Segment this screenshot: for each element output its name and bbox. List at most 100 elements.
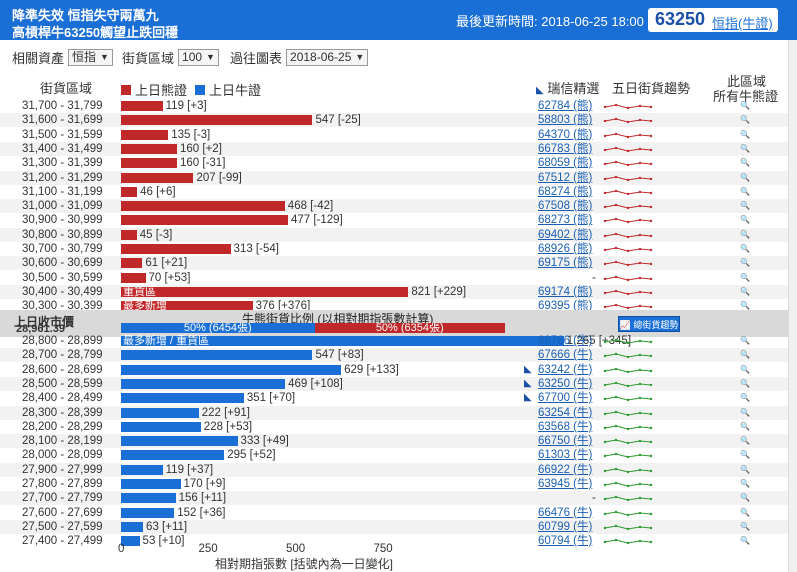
search-icon[interactable]: 🔍 — [740, 536, 750, 546]
bull-code-link[interactable]: 67666 (牛) — [538, 349, 593, 362]
trend-sparkline[interactable] — [603, 364, 653, 376]
trend-sparkline[interactable] — [603, 114, 653, 126]
asset-select[interactable]: 恒指 ▼ — [68, 49, 113, 66]
search-icon[interactable]: 🔍 — [740, 201, 750, 211]
bear-code-link[interactable]: 67508 (熊) — [538, 200, 593, 213]
bear-code-link[interactable]: 69175 (熊) — [538, 257, 593, 270]
bull-code-link[interactable]: 63945 (牛) — [538, 478, 593, 490]
trend-sparkline[interactable] — [603, 300, 653, 312]
search-icon[interactable]: 🔍 — [740, 286, 750, 296]
search-icon[interactable]: 🔍 — [740, 464, 750, 474]
col-pick-header: ◣ 瑞信精選 — [536, 81, 600, 96]
trend-sparkline[interactable] — [603, 143, 653, 155]
search-icon[interactable]: 🔍 — [740, 336, 750, 345]
bear-bar — [121, 244, 231, 254]
bull-code-link[interactable]: 66476 (牛) — [538, 506, 593, 519]
total-trend-button[interactable]: 📈 總街貨趨勢 — [618, 316, 680, 332]
trend-sparkline[interactable] — [603, 335, 653, 347]
trend-sparkline[interactable] — [603, 407, 653, 419]
bull-code-link[interactable]: 67700 (牛) — [538, 392, 593, 405]
search-icon[interactable]: 🔍 — [740, 158, 750, 168]
search-icon[interactable]: 🔍 — [740, 350, 750, 360]
trend-sparkline[interactable] — [603, 257, 653, 269]
trend-sparkline[interactable] — [603, 478, 653, 490]
bear-code-link[interactable]: 69395 (熊) — [538, 300, 593, 313]
trend-sparkline[interactable] — [603, 214, 653, 226]
trend-sparkline[interactable] — [603, 286, 653, 298]
trend-sparkline[interactable] — [603, 100, 653, 112]
trend-sparkline[interactable] — [603, 229, 653, 241]
search-icon[interactable]: 🔍 — [740, 229, 750, 239]
bull-code-link[interactable]: 63242 (牛) — [538, 363, 593, 376]
bear-value: 61 [+21] — [145, 257, 188, 270]
trend-sparkline[interactable] — [603, 392, 653, 404]
bear-code-link[interactable]: 68274 (熊) — [538, 185, 593, 198]
search-icon[interactable]: 🔍 — [740, 186, 750, 196]
bull-code-link[interactable]: 63250 (牛) — [538, 377, 593, 390]
trend-sparkline[interactable] — [603, 200, 653, 212]
bull-code-link[interactable]: 60794 (牛) — [538, 535, 593, 548]
search-icon[interactable]: 🔍 — [740, 479, 750, 488]
bear-code-link[interactable]: 68926 (熊) — [538, 243, 593, 255]
trend-sparkline[interactable] — [603, 492, 653, 504]
search-icon[interactable]: 🔍 — [740, 407, 750, 417]
bear-code-link[interactable]: 68059 (熊) — [538, 157, 593, 170]
trend-sparkline[interactable] — [603, 172, 653, 184]
search-icon[interactable]: 🔍 — [740, 421, 750, 431]
search-icon[interactable]: 🔍 — [740, 378, 750, 388]
search-icon[interactable]: 🔍 — [740, 244, 750, 253]
index-box[interactable]: 63250 恒指(牛證) — [648, 8, 778, 32]
trend-sparkline[interactable] — [603, 186, 653, 198]
headline-2[interactable]: 高槓桿牛63250觸望止跌回穩 — [12, 25, 179, 40]
search-icon[interactable]: 🔍 — [740, 507, 750, 517]
trend-sparkline[interactable] — [603, 435, 653, 447]
bull-code-link[interactable]: 63254 (牛) — [538, 406, 593, 419]
bull-code-link[interactable]: 68766 (牛) — [538, 335, 593, 347]
search-icon[interactable]: 🔍 — [740, 301, 750, 311]
search-icon[interactable]: 🔍 — [740, 393, 750, 403]
bear-code-link[interactable]: 64370 (熊) — [538, 128, 593, 141]
trend-sparkline[interactable] — [603, 449, 653, 461]
bull-code-link[interactable]: 60799 (牛) — [538, 520, 593, 533]
bear-code-link[interactable]: 68273 (熊) — [538, 214, 593, 227]
index-link[interactable]: 恒指(牛證) — [712, 16, 773, 31]
search-icon[interactable]: 🔍 — [740, 172, 750, 182]
search-icon[interactable]: 🔍 — [740, 521, 750, 531]
bear-code-link[interactable]: 58803 (熊) — [538, 114, 593, 127]
scrollbar[interactable] — [788, 40, 797, 572]
chart-date-select[interactable]: 2018-06-25 ▼ — [286, 49, 369, 66]
search-icon[interactable]: 🔍 — [740, 436, 750, 446]
trend-sparkline[interactable] — [603, 243, 653, 255]
trend-sparkline[interactable] — [603, 421, 653, 433]
bear-code-link[interactable]: 69174 (熊) — [538, 285, 593, 298]
bear-code-link[interactable]: 62784 (熊) — [538, 100, 593, 112]
trend-sparkline[interactable] — [603, 464, 653, 476]
bear-code-link[interactable]: 67512 (熊) — [538, 171, 593, 184]
bull-code-link[interactable]: 66922 (牛) — [538, 463, 593, 476]
search-icon[interactable]: 🔍 — [740, 101, 750, 110]
search-icon[interactable]: 🔍 — [740, 364, 750, 374]
search-icon[interactable]: 🔍 — [740, 115, 750, 125]
trend-sparkline[interactable] — [603, 535, 653, 547]
trend-sparkline[interactable] — [603, 272, 653, 284]
trend-sparkline[interactable] — [603, 157, 653, 169]
bear-code-link[interactable]: 69402 (熊) — [538, 228, 593, 241]
search-icon[interactable]: 🔍 — [740, 143, 750, 153]
search-icon[interactable]: 🔍 — [740, 450, 750, 460]
range-select[interactable]: 100 ▼ — [178, 49, 219, 66]
trend-sparkline[interactable] — [603, 521, 653, 533]
bull-code-link[interactable]: 66750 (牛) — [538, 435, 593, 448]
trend-sparkline[interactable] — [603, 507, 653, 519]
trend-sparkline[interactable] — [603, 349, 653, 361]
trend-sparkline[interactable] — [603, 378, 653, 390]
bear-code-link[interactable]: 66783 (熊) — [538, 142, 593, 155]
trend-sparkline[interactable] — [603, 129, 653, 141]
search-icon[interactable]: 🔍 — [740, 129, 750, 139]
search-icon[interactable]: 🔍 — [740, 215, 750, 225]
search-icon[interactable]: 🔍 — [740, 493, 750, 503]
chevron-down-icon: ▼ — [206, 52, 215, 62]
bull-code-link[interactable]: 61303 (牛) — [538, 449, 593, 462]
search-icon[interactable]: 🔍 — [740, 272, 750, 282]
bull-code-link[interactable]: 63568 (牛) — [538, 420, 593, 433]
search-icon[interactable]: 🔍 — [740, 258, 750, 268]
